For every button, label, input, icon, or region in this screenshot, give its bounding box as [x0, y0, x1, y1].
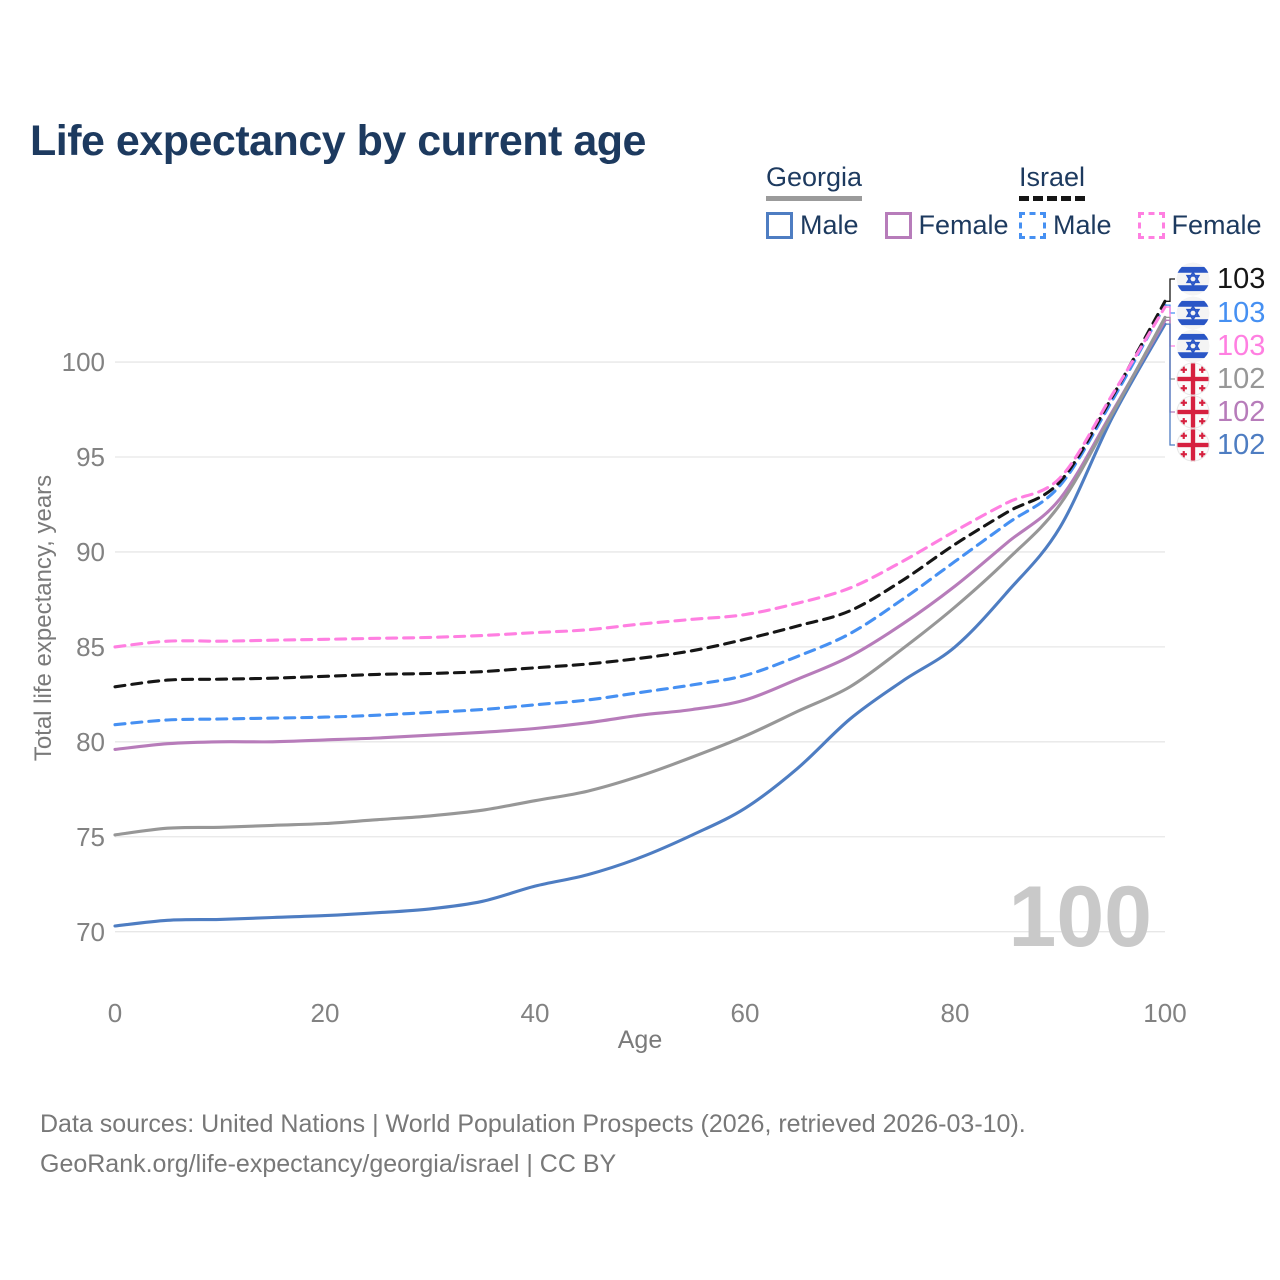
footer-sources: Data sources: United Nations | World Pop…: [40, 1110, 1026, 1138]
end-label-value: 102: [1217, 395, 1266, 428]
georgia-female-swatch: [884, 212, 912, 239]
end-label-georgia-male: 102: [1176, 428, 1265, 462]
x-tick-label-100: 100: [1143, 998, 1186, 1028]
x-tick-label-0: 0: [108, 998, 122, 1028]
israel-flag-icon: [1176, 329, 1210, 363]
footer: Data sources: United Nations | World Pop…: [40, 1104, 1026, 1184]
line-georgia-female[interactable]: [113, 318, 1167, 751]
y-tick-label-100: 100: [62, 347, 105, 377]
y-tick-label-70: 70: [76, 917, 105, 947]
legend-label: Male: [800, 210, 859, 240]
line-georgia-male[interactable]: [113, 322, 1167, 928]
end-label-value: 103: [1217, 262, 1266, 295]
line-israel-female[interactable]: [113, 305, 1167, 649]
x-tick-label-80: 80: [941, 998, 970, 1028]
x-tick-label-20: 20: [311, 998, 340, 1028]
georgia-flag-icon: [1176, 395, 1210, 429]
age-watermark: 100: [1009, 869, 1153, 965]
end-label-georgia-total: 102: [1176, 362, 1265, 396]
line-israel-male[interactable]: [113, 303, 1167, 727]
legend-item-georgia-male[interactable]: Male: [766, 210, 859, 241]
israel-male-swatch: [1019, 212, 1046, 239]
israel-flag-icon: [1176, 262, 1210, 296]
line-georgia-total[interactable]: [113, 315, 1167, 837]
leader-georgia-male: [1165, 323, 1175, 446]
end-label-israel-total: 103: [1176, 262, 1265, 296]
end-label-value: 102: [1217, 362, 1266, 395]
x-axis-title: Age: [617, 1026, 663, 1054]
georgia-male-swatch: [766, 212, 793, 239]
footer-url: GeoRank.org/life-expectancy/georgia/isra…: [40, 1150, 617, 1178]
legend-item-israel-male[interactable]: Male: [1019, 210, 1112, 241]
leader-israel-total: [1165, 278, 1175, 302]
y-tick-label-75: 75: [76, 822, 105, 852]
israel-flag-icon: [1176, 296, 1210, 330]
end-label-georgia-female: 102: [1176, 395, 1265, 429]
georgia-flag-icon: [1176, 428, 1210, 462]
end-label-israel-female: 103: [1176, 329, 1265, 363]
page-title: Life expectancy by current age: [30, 116, 646, 165]
end-label-israel-male: 103: [1176, 296, 1265, 330]
end-label-value: 103: [1217, 296, 1266, 329]
legend-label: Female: [1171, 210, 1262, 240]
legend-label: Male: [1053, 210, 1112, 240]
x-tick-label-60: 60: [731, 998, 760, 1028]
legend-title-israel[interactable]: Israel: [1019, 162, 1086, 201]
legend-title-georgia[interactable]: Georgia: [766, 162, 863, 201]
israel-female-swatch: [1137, 212, 1165, 239]
legend-group-georgia: Georgia Male Female: [766, 162, 1009, 241]
legend-item-georgia-female[interactable]: Female: [884, 210, 1009, 241]
y-axis-title: Total life expectancy, years: [30, 474, 57, 762]
legend-label: Female: [918, 210, 1009, 240]
y-tick-label-95: 95: [76, 442, 105, 472]
line-israel-total[interactable]: [113, 299, 1167, 689]
y-tick-label-90: 90: [76, 537, 105, 567]
georgia-flag-icon: [1176, 362, 1210, 396]
end-label-value: 103: [1217, 329, 1266, 362]
legend-group-israel: Israel Male Female: [1019, 162, 1262, 241]
y-tick-label-80: 80: [76, 727, 105, 757]
end-label-value: 102: [1217, 428, 1266, 461]
y-tick-label-85: 85: [76, 632, 105, 662]
x-tick-label-40: 40: [521, 998, 550, 1028]
legend-item-israel-female[interactable]: Female: [1137, 210, 1262, 241]
